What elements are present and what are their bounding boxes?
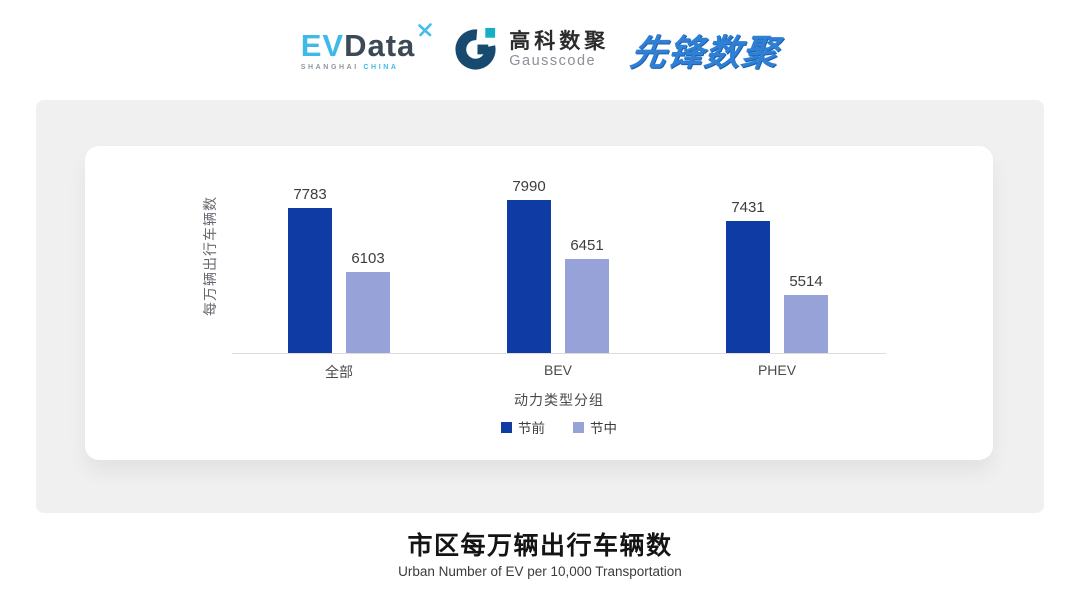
x-axis-line	[232, 353, 886, 354]
page-title: 市区每万辆出行车辆数	[407, 532, 673, 560]
value-label: 7990	[512, 178, 546, 195]
bar-节前-全部	[288, 208, 332, 353]
legend-label: 节中	[590, 421, 617, 436]
gausscode-en-text: Gausscode	[509, 52, 597, 69]
legend-item-节前: 节前	[501, 417, 545, 437]
evdata-ev-text: EV	[300, 27, 345, 63]
value-label: 5514	[789, 273, 823, 290]
legend-swatch	[501, 421, 512, 433]
gausscode-logo: 高科数聚 Gausscode	[453, 24, 609, 76]
category-label: 全部	[325, 364, 353, 380]
legend: 节前 节中	[232, 418, 886, 436]
page-subtitle: Urban Number of EV per 10,000 Transporta…	[398, 564, 682, 579]
gausscode-cn-text: 高科数聚	[509, 30, 610, 54]
legend-swatch	[573, 421, 584, 433]
gausscode-g-icon	[453, 24, 500, 76]
evdata-wordmark: EVData	[301, 30, 416, 61]
bar-节前-PHEV	[726, 221, 770, 353]
evdata-subtext: SHANGHAI CHINA	[301, 64, 416, 71]
value-label: 6103	[351, 250, 385, 267]
bar-节中-PHEV	[784, 295, 828, 353]
plot-area: 每万辆出行车辆数 动力类型分组 节前 节中 7783 6103 全部 7990 6451 B…	[85, 146, 993, 460]
bar-节中-BEV	[565, 259, 609, 353]
evdata-shanghai-text: SHANGHAI	[300, 63, 359, 71]
bar-节中-全部	[346, 272, 390, 353]
value-label: 7783	[293, 186, 327, 203]
value-label: 6451	[570, 237, 604, 254]
y-axis-title: 每万辆出行车辆数	[202, 196, 218, 316]
evdata-spark-icon	[417, 22, 433, 43]
legend-label: 节前	[518, 421, 545, 436]
pioneer-logo: 先锋数聚	[628, 32, 782, 73]
category-label: BEV	[543, 362, 572, 378]
category-label: PHEV	[757, 362, 797, 378]
bar-节前-BEV	[507, 200, 551, 353]
evdata-china-text: CHINA	[363, 63, 399, 71]
gausscode-text: 高科数聚 Gausscode	[509, 30, 609, 69]
evdata-logo: EVData SHANGHAI CHINA	[301, 22, 433, 71]
x-axis-title: 动力类型分组	[514, 392, 604, 408]
chart-card: 每万辆出行车辆数 动力类型分组 节前 节中 7783 6103 全部 7990 6451 B…	[85, 146, 993, 460]
logo-row: EVData SHANGHAI CHINA 高科数聚 Gausscode 先锋数…	[0, 14, 1080, 86]
evdata-data-text: Data	[344, 27, 416, 63]
legend-item-节中: 节中	[573, 417, 617, 437]
value-label: 7431	[731, 199, 765, 216]
chart-panel: 每万辆出行车辆数 动力类型分组 节前 节中 7783 6103 全部 7990 6451 B…	[36, 100, 1044, 513]
